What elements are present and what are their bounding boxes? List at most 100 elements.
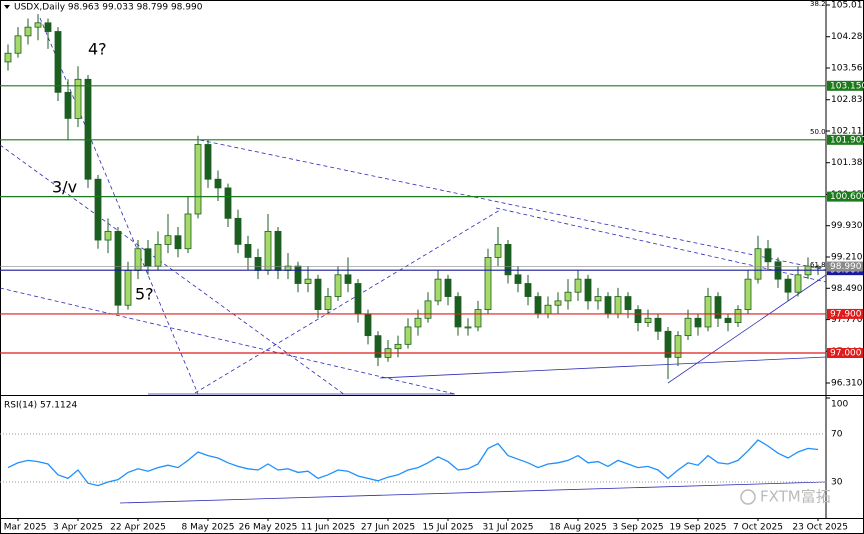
level-label: 103.150: [830, 81, 864, 91]
watermark-icon: [740, 489, 756, 505]
candle-body: [424, 300, 432, 319]
annotation: 50.0: [810, 128, 826, 136]
candle-body: [294, 265, 302, 284]
annotation: 4?: [88, 40, 107, 59]
candle-body: [644, 317, 652, 324]
trend-line: [667, 274, 827, 384]
candle-body: [494, 243, 502, 258]
candle-body: [314, 278, 322, 310]
candle-body: [114, 230, 122, 306]
menu-arrow: [4, 5, 10, 9]
y-tick-label: 103.560: [831, 64, 864, 74]
y-tick-label: 101.380: [831, 158, 864, 168]
level-label-box: [827, 80, 863, 91]
candle-body: [394, 343, 402, 350]
y-tick-label: 99.210: [831, 253, 863, 263]
candle-body: [84, 78, 92, 180]
candle-body: [234, 217, 242, 245]
candle-body: [694, 317, 702, 328]
candle-body: [584, 278, 592, 302]
y-tick-label: 97.770: [831, 315, 863, 325]
trend-line: [199, 139, 827, 271]
x-tick-label: 11 Jun 2025: [301, 523, 355, 533]
trend-line: [39, 17, 199, 395]
rsi-line: [7, 439, 819, 487]
annotation: 38.2: [810, 0, 826, 8]
x-tick-label: 7 Oct 2025: [733, 523, 783, 533]
candle-body: [454, 296, 462, 328]
level-label: 97.900: [830, 309, 862, 319]
x-tick-label: 3 Apr 2025: [53, 523, 103, 533]
candle-body: [354, 283, 362, 315]
candle-body: [544, 304, 552, 315]
candle-body: [704, 296, 712, 328]
candle-body: [324, 296, 332, 310]
candle-body: [154, 243, 162, 267]
candle-body: [594, 296, 602, 302]
candle-body: [684, 317, 692, 337]
candle-body: [724, 317, 732, 324]
candle-body: [484, 257, 492, 310]
candle-body: [754, 248, 762, 280]
candle-body: [634, 309, 642, 324]
x-tick-label: 18 Aug 2025: [549, 523, 607, 533]
y-tick-label: 99.930: [831, 221, 863, 231]
y-tick-label: 104.280: [831, 32, 864, 42]
candle-body: [274, 230, 282, 271]
y-tick-label: 96.310: [831, 379, 863, 389]
candle-body: [174, 235, 182, 250]
x-tick-label: 15 Jul 2025: [423, 523, 474, 533]
candle-body: [54, 31, 62, 93]
candle-body: [714, 296, 722, 319]
x-tick-label: 22 Apr 2025: [110, 523, 166, 533]
trend-line: [194, 209, 501, 394]
candle-body: [414, 317, 422, 328]
watermark: FXTM富拓: [760, 488, 831, 506]
candle-body: [664, 330, 672, 358]
candle-body: [184, 213, 192, 250]
candle-body: [104, 230, 112, 241]
candle-body: [364, 313, 372, 337]
candle-body: [124, 270, 132, 306]
candle-body: [344, 274, 352, 284]
x-tick-label: 31 Jul 2025: [483, 523, 534, 533]
rsi-title: RSI(14) 57.1124: [4, 401, 77, 411]
candle-body: [624, 296, 632, 310]
trend-line: [379, 356, 827, 379]
candle-body: [244, 243, 252, 258]
candle-body: [34, 22, 42, 28]
candle-body: [444, 278, 452, 297]
candle-body: [514, 274, 522, 284]
candle-body: [24, 26, 32, 37]
level-label-box: [827, 191, 863, 202]
rsi-tick-label: 30: [831, 478, 843, 488]
candle-body: [794, 274, 802, 293]
candle-body: [434, 278, 442, 302]
candle-body: [404, 326, 412, 345]
candle-body: [744, 278, 752, 310]
level-label: 97.000: [830, 349, 862, 359]
candle-body: [204, 144, 212, 180]
level-label: 101.907: [830, 135, 864, 145]
candle-body: [574, 278, 582, 293]
rsi-trend-line: [119, 481, 827, 504]
candle-body: [134, 248, 142, 271]
candle-body: [564, 291, 572, 302]
level-label-box: [827, 134, 863, 145]
chart-title: USDX,Daily 98.963 99.033 98.799 98.990: [14, 3, 203, 13]
candle-body: [784, 278, 792, 293]
candle-body: [764, 248, 772, 263]
candle-body: [74, 78, 82, 119]
y-tick-label: 98.490: [831, 284, 863, 294]
candle-body: [164, 235, 172, 245]
candle-body: [144, 248, 152, 267]
y-tick-label: 102.830: [831, 95, 864, 105]
level-label: 100.600: [830, 192, 864, 202]
last-price-box: [827, 261, 863, 272]
y-tick-label: 105.010: [831, 1, 864, 11]
candle-body: [264, 230, 272, 271]
candle-body: [474, 309, 482, 328]
candle-body: [614, 296, 622, 315]
x-tick-label: 18 Mar 2025: [0, 523, 47, 533]
